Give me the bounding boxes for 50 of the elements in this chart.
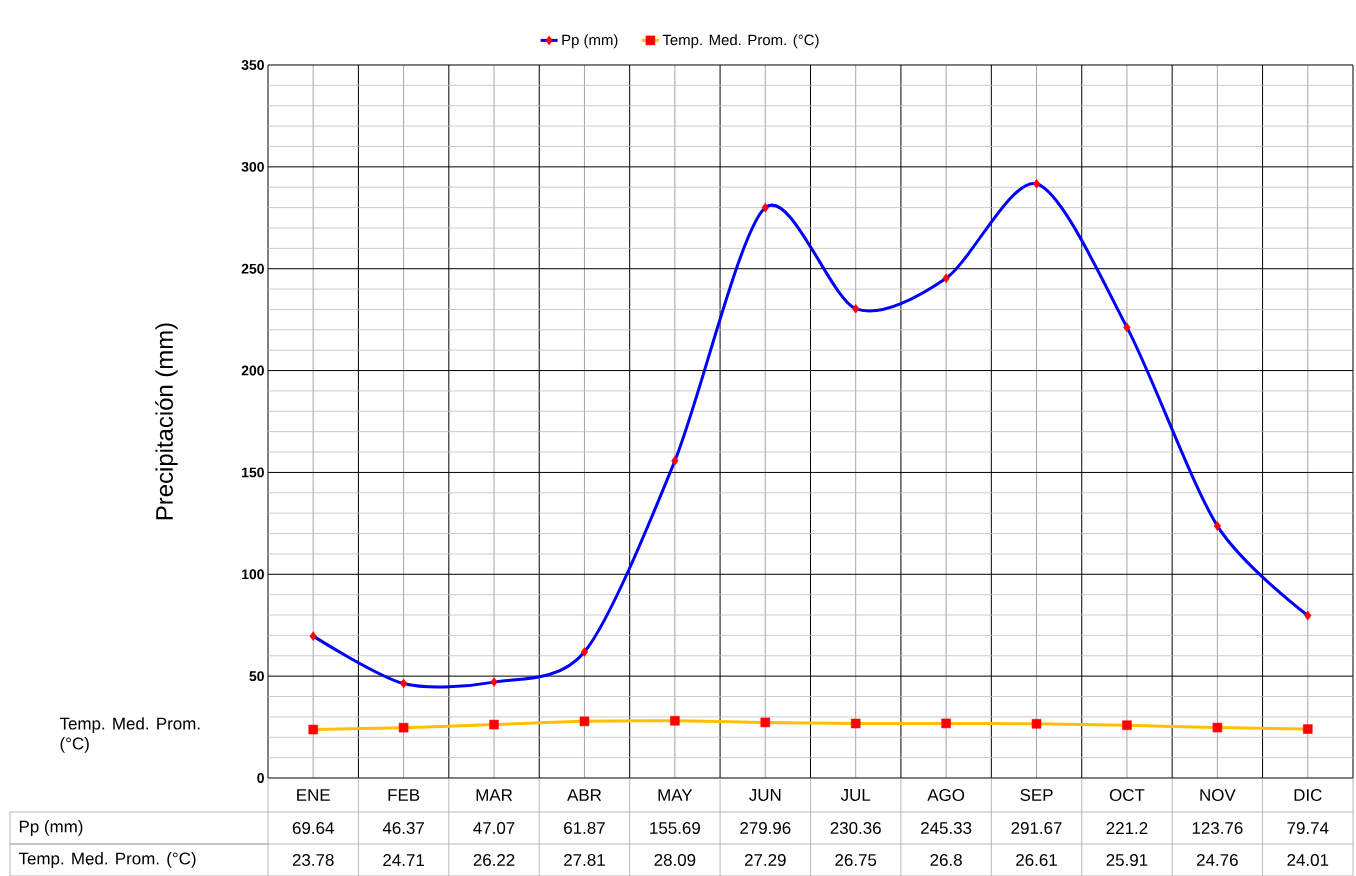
data-label: 46.37	[382, 821, 424, 834]
y-tick-label: 250	[241, 263, 264, 274]
y-tick-label: 0	[257, 772, 264, 783]
data-label: 26.61	[1016, 853, 1057, 866]
x-tick-label: MAR	[476, 788, 513, 801]
text: Pp (mm)	[19, 819, 83, 836]
data-label: 291.67	[1011, 821, 1062, 834]
data-label: 24.01	[1287, 853, 1329, 866]
x-tick-label: JUN	[749, 788, 781, 801]
data-label: 26.75	[835, 853, 877, 866]
data-label: 27.81	[564, 853, 605, 866]
data-label: 28.09	[654, 853, 696, 866]
x-tick-label: DIC	[1294, 788, 1322, 801]
text: Temp. Med. Prom. (°C)	[59, 716, 200, 753]
data-label: 26.22	[473, 853, 515, 866]
legend-label: Temp. Med. Prom. (°C)	[662, 34, 819, 48]
data-label: 61.87	[564, 821, 605, 834]
x-tick-label: JUL	[840, 788, 871, 801]
data-label: 25.91	[1106, 853, 1148, 866]
data-label: 79.74	[1287, 821, 1329, 834]
x-tick-label: FEB	[388, 788, 420, 801]
data-label: 24.76	[1197, 853, 1238, 866]
legend-label: Pp (mm)	[562, 34, 618, 48]
data-label: 245.33	[921, 821, 972, 834]
data-label: 27.29	[744, 853, 786, 866]
x-tick-label: AGO	[927, 788, 965, 801]
x-tick-label: ABR	[567, 788, 602, 801]
y-tick-label: 350	[241, 59, 264, 70]
x-tick-label: SEP	[1020, 788, 1053, 801]
x-tick-label: MAY	[658, 788, 693, 801]
data-label: 155.69	[650, 821, 700, 834]
y-tick-label: 200	[241, 365, 264, 376]
data-label: 24.71	[383, 853, 424, 866]
data-label: 23.78	[292, 853, 334, 866]
data-label: 26.8	[930, 853, 962, 866]
data-label: 230.36	[830, 821, 881, 834]
text: Temp. Med. Prom. (°C)	[18, 851, 196, 868]
data-label: 69.64	[292, 821, 334, 834]
x-tick-label: OCT	[1109, 788, 1145, 801]
y-tick-label: 150	[242, 467, 264, 478]
data-label: 123.76	[1192, 821, 1243, 834]
data-label: 279.96	[740, 821, 791, 834]
y-tick-label: 300	[241, 161, 264, 172]
x-tick-label: NOV	[1200, 788, 1236, 801]
data-label: 47.07	[473, 821, 515, 834]
x-tick-label: ENE	[297, 788, 330, 801]
y-tick-label: 100	[242, 569, 264, 580]
y-axis-title: Precipitación (mm)	[155, 323, 178, 519]
data-label: 221.2	[1106, 821, 1148, 834]
y-tick-label: 50	[249, 671, 264, 681]
